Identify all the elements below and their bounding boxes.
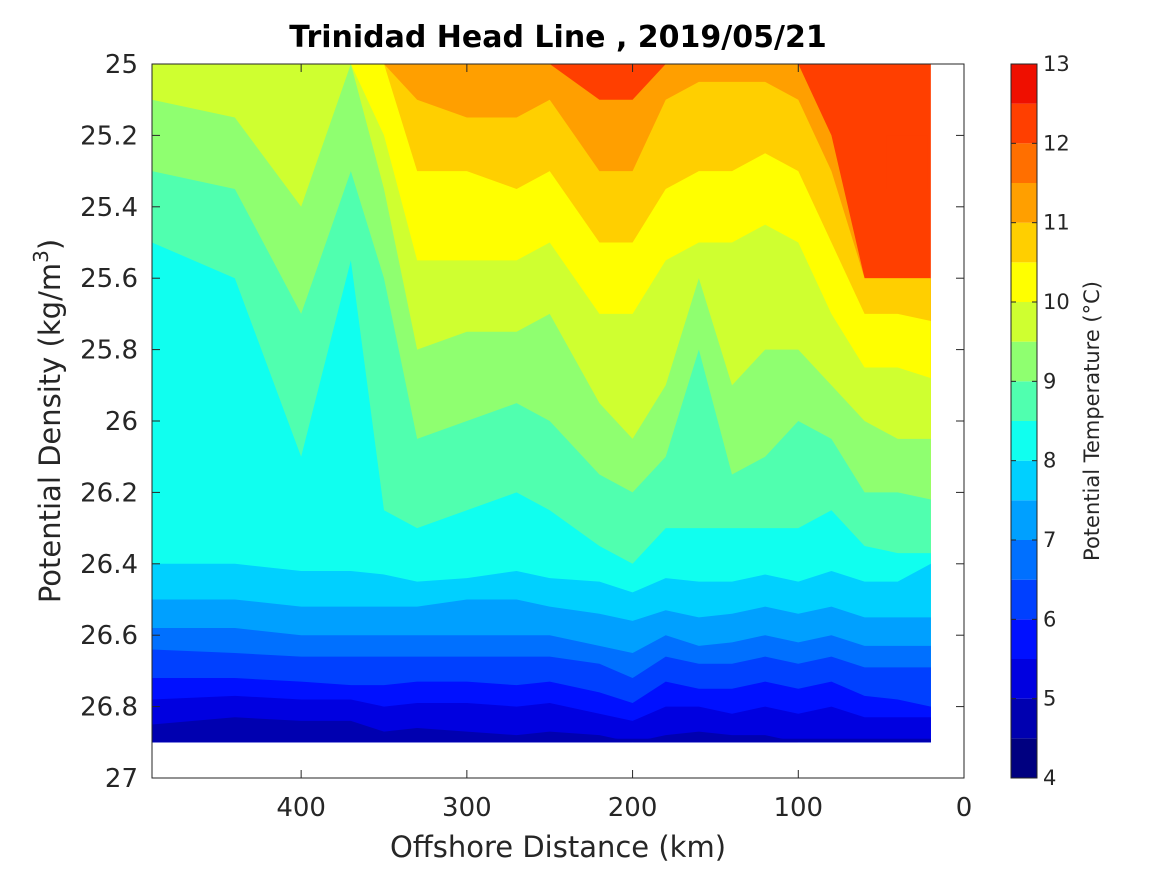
y-tick-label: 25.4: [80, 193, 138, 223]
colorbar-tick-label: 12: [1043, 131, 1070, 155]
colorbar-segment: [1011, 341, 1037, 382]
colorbar-segment: [1011, 143, 1037, 183]
colorbar-segment: [1011, 698, 1037, 739]
colorbar-segment: [1011, 540, 1037, 580]
x-axis-label: Offshore Distance (km): [390, 830, 726, 864]
colorbar-frame: [1010, 63, 1038, 779]
y-tick-label: 26.6: [80, 621, 138, 651]
warm-patch: [886, 135, 928, 189]
colorbar-segment: [1011, 619, 1037, 659]
colorbar-segment: [1011, 381, 1037, 421]
x-tick-label: 100: [773, 793, 823, 823]
colorbar-segment: [1011, 302, 1037, 342]
y-axis-label-close: ): [33, 239, 67, 250]
x-tick-label: 0: [956, 793, 973, 823]
colorbar-segment: [1011, 500, 1037, 540]
y-tick-label: 25: [105, 50, 138, 80]
x-axis: 400 300 200 100 0: [276, 64, 972, 823]
colorbar-segment: [1011, 103, 1037, 144]
y-tick-label: 26: [105, 407, 138, 437]
colorbar-tick-label: 11: [1043, 211, 1070, 235]
colorbar-tick-label: 4: [1043, 766, 1056, 790]
y-tick-label: 25.8: [80, 336, 138, 366]
contour-bands: [152, 64, 931, 743]
contour-band-deep: [152, 738, 931, 743]
colorbar-tick-label: 6: [1043, 607, 1056, 631]
colorbar-tick-label: 10: [1043, 290, 1070, 314]
colorbar-segment: [1011, 64, 1037, 104]
y-tick-label: 25.2: [80, 121, 138, 151]
y-axis-label-main: Potential Density (kg/m: [33, 263, 67, 603]
contour-band-5: [152, 717, 931, 743]
colorbar-segment: [1011, 421, 1037, 461]
chart-title: Trinidad Head Line , 2019/05/21: [289, 20, 826, 55]
y-tick-label: 25.6: [80, 264, 138, 294]
y-tick-label: 26.4: [80, 550, 138, 580]
colorbar-segment: [1011, 738, 1037, 778]
colorbar-tick-label: 5: [1043, 687, 1056, 711]
colorbar-segment: [1011, 183, 1037, 223]
colorbar-segment: [1011, 262, 1037, 302]
x-tick-label: 400: [276, 793, 326, 823]
colorbar: 4 5 6 7 8 9 10 11 12 13: [1010, 52, 1070, 790]
y-tick-label: 26.8: [80, 693, 138, 723]
colorbar-tick-label: 9: [1043, 369, 1056, 393]
y-tick-label: 26.2: [80, 478, 138, 508]
colorbar-segment: [1011, 659, 1037, 699]
y-axis-label-sup: 3: [29, 250, 53, 263]
colorbar-tick-label: 7: [1043, 528, 1056, 552]
x-tick-label: 200: [608, 793, 658, 823]
colorbar-label: Potential Temperature (°C): [1080, 281, 1104, 561]
colorbar-tick-label: 8: [1043, 449, 1056, 473]
colorbar-tick-label: 13: [1043, 52, 1070, 76]
y-axis-label: Potential Density (kg/m3): [29, 239, 67, 603]
y-axis: 25 25.2 25.4 25.6 25.8 26 26.2 26.4 26.6 26.8 27: [80, 50, 964, 794]
colorbar-segment: [1011, 579, 1037, 620]
x-tick-label: 300: [442, 793, 492, 823]
colorbar-segment: [1011, 460, 1037, 501]
y-tick-label: 27: [105, 764, 138, 794]
colorbar-segment: [1011, 222, 1037, 263]
